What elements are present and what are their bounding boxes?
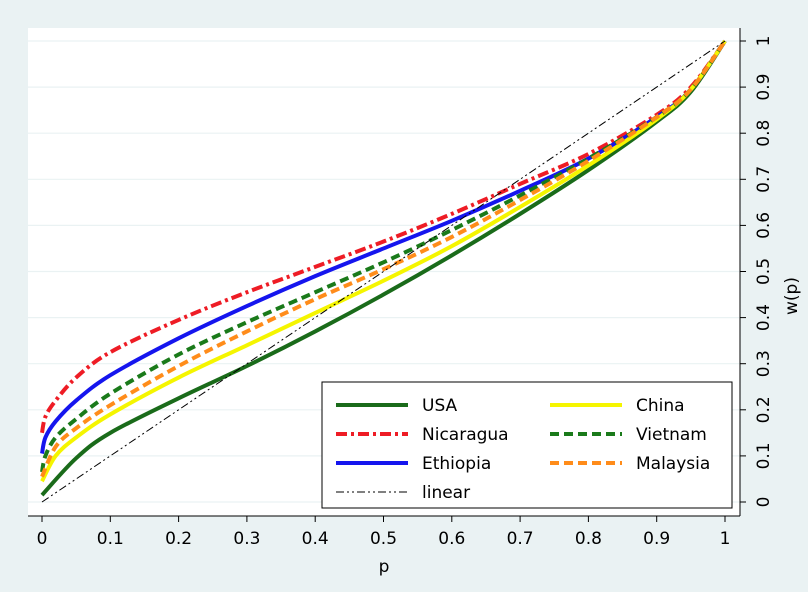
legend-label-usa: USA (422, 396, 458, 416)
series-line-nicaragua (40, 39, 727, 434)
x-tick-label: 0.9 (643, 529, 670, 549)
y-axis-label: w(p) (782, 277, 802, 315)
y-axis: 0 0.1 0.2 0.3 0.4 0.5 0.6 0.7 0.8 0.9 1 (739, 28, 774, 516)
x-tick-label: 0.6 (438, 529, 465, 549)
y-tick-label: 1 (754, 36, 774, 47)
legend-label-ethiopia: Ethiopia (422, 454, 491, 474)
series-line-malaysia (40, 39, 727, 478)
x-tick-label: 0.3 (233, 529, 260, 549)
x-tick-label: 0.8 (575, 529, 602, 549)
x-tick-label: 1 (720, 529, 731, 549)
x-tick-label: 0.1 (97, 529, 124, 549)
x-tick-label: 0.4 (302, 529, 329, 549)
y-tick-label: 0.1 (754, 442, 774, 469)
y-tick-label: 0.5 (754, 258, 774, 285)
y-tick-label: 0 (754, 497, 774, 508)
x-tick-label: 0.5 (370, 529, 397, 549)
y-tick-label: 0.6 (754, 212, 774, 239)
x-axis: 0 0.1 0.2 0.3 0.4 0.5 0.6 0.7 0.8 0.9 1 (28, 515, 740, 549)
x-tick-label: 0.2 (165, 529, 192, 549)
legend-label-malaysia: Malaysia (636, 454, 710, 474)
legend-label-vietnam: Vietnam (636, 425, 707, 445)
series-line-china (40, 39, 727, 483)
legend-label-linear: linear (422, 483, 470, 503)
series-line-linear (41, 40, 726, 503)
y-tick-label: 0.2 (754, 396, 774, 423)
legend-label-nicaragua: Nicaragua (422, 425, 509, 445)
legend-label-china: China (636, 396, 685, 416)
y-tick-label: 0.7 (754, 166, 774, 193)
x-axis-label: p (379, 557, 390, 577)
legend: USA China Nicaragua Vietnam Ethiopia Malaysia… (321, 381, 733, 509)
y-tick-label: 0.9 (754, 74, 774, 101)
x-tick-label: 0.7 (507, 529, 534, 549)
y-tick-label: 0.3 (754, 350, 774, 377)
series-lines (40, 39, 727, 503)
x-tick-label: 0 (37, 529, 48, 549)
y-tick-label: 0.8 (754, 120, 774, 147)
y-tick-label: 0.4 (754, 304, 774, 331)
